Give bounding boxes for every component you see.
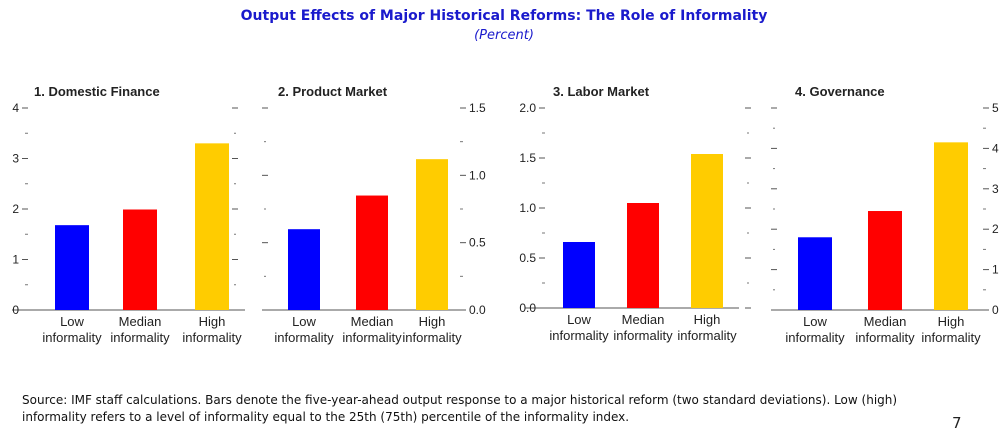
bar-median-informality (356, 195, 388, 310)
y-tick-label: 3 (12, 152, 19, 166)
panel-title: 2. Product Market (278, 84, 388, 99)
panel-title: 3. Labor Market (553, 84, 650, 99)
y-tick-label: 2.0 (519, 101, 536, 115)
bar-median-informality (123, 209, 157, 310)
x-category-label-line: Low (292, 314, 316, 329)
y-tick-label: 1 (12, 253, 19, 267)
y-tick-label: 1.0 (519, 201, 536, 215)
y-tick-label: 1.5 (519, 151, 536, 165)
x-category-label-line: Low (60, 314, 84, 329)
y-tick-label: 0.5 (519, 251, 536, 265)
x-category-label-line: informality (677, 328, 737, 343)
y-tick-label: 0.0 (469, 303, 486, 317)
y-tick-label: 0 (12, 303, 19, 317)
x-category-label-line: informality (42, 330, 102, 345)
x-category-label-line: Low (567, 312, 591, 327)
panel-title: 1. Domestic Finance (34, 84, 160, 99)
x-category-label: Median informality (855, 314, 915, 345)
panel-title: 4. Governance (795, 84, 885, 99)
figure-subtitle: (Percent) (474, 28, 534, 43)
y-tick-label: 5 (992, 101, 999, 115)
page-number: 7 (952, 414, 962, 432)
x-category-label-line: High (199, 314, 226, 329)
x-category-label-line: Median (119, 314, 162, 329)
y-tick-label: 2 (992, 222, 999, 236)
bar-low-informality (288, 229, 320, 310)
x-category-label: Low informality (42, 314, 102, 345)
y-tick-label: 2 (12, 202, 19, 216)
y-tick-label: 1.0 (469, 168, 486, 182)
bar-low-informality (55, 225, 89, 310)
x-category-label: High informality (182, 314, 242, 345)
x-category-label: Median informality (110, 314, 170, 345)
y-tick-label: 1 (992, 263, 999, 277)
y-tick-label: 4 (992, 141, 999, 155)
x-category-label-line: informality (402, 330, 462, 345)
x-category-label-line: informality (613, 328, 673, 343)
bar-high-informality (416, 159, 448, 310)
x-category-label-line: Median (622, 312, 665, 327)
source-footnote: Source: IMF staff calculations. Bars den… (22, 393, 898, 424)
x-category-label-line: Median (351, 314, 394, 329)
y-tick-label: 0.0 (519, 301, 536, 315)
x-category-label-line: informality (274, 330, 334, 345)
bar-median-informality (627, 203, 659, 308)
x-category-label-line: informality (855, 330, 915, 345)
x-category-label-line: High (419, 314, 446, 329)
x-category-label-line: informality (549, 328, 609, 343)
x-category-label: High informality (921, 314, 981, 345)
figure-title: Output Effects of Major Historical Refor… (240, 8, 768, 24)
bar-high-informality (691, 154, 723, 308)
x-category-label: Low informality (549, 312, 609, 343)
y-tick-label: 0.5 (469, 236, 486, 250)
x-category-label-line: High (938, 314, 965, 329)
bar-low-informality (798, 237, 832, 310)
x-category-label: High informality (677, 312, 737, 343)
x-category-label: Low informality (274, 314, 334, 345)
bar-high-informality (195, 143, 229, 310)
x-category-label: Low informality (785, 314, 845, 345)
y-tick-label: 0 (992, 303, 999, 317)
bar-low-informality (563, 242, 595, 308)
bar-high-informality (934, 142, 968, 310)
x-category-label-line: Low (803, 314, 827, 329)
y-tick-label: 4 (12, 101, 19, 115)
x-category-label-line: informality (110, 330, 170, 345)
x-category-label-line: informality (921, 330, 981, 345)
x-category-label-line: informality (785, 330, 845, 345)
x-category-label-line: informality (182, 330, 242, 345)
y-tick-label: 1.5 (469, 101, 486, 115)
y-tick-label: 3 (992, 182, 999, 196)
bar-median-informality (868, 211, 902, 310)
x-category-label: Median informality (613, 312, 673, 343)
x-category-label: Median informality (342, 314, 402, 345)
x-category-label: High informality (402, 314, 462, 345)
x-category-label-line: High (694, 312, 721, 327)
x-category-label-line: Median (864, 314, 907, 329)
x-category-label-line: informality (342, 330, 402, 345)
